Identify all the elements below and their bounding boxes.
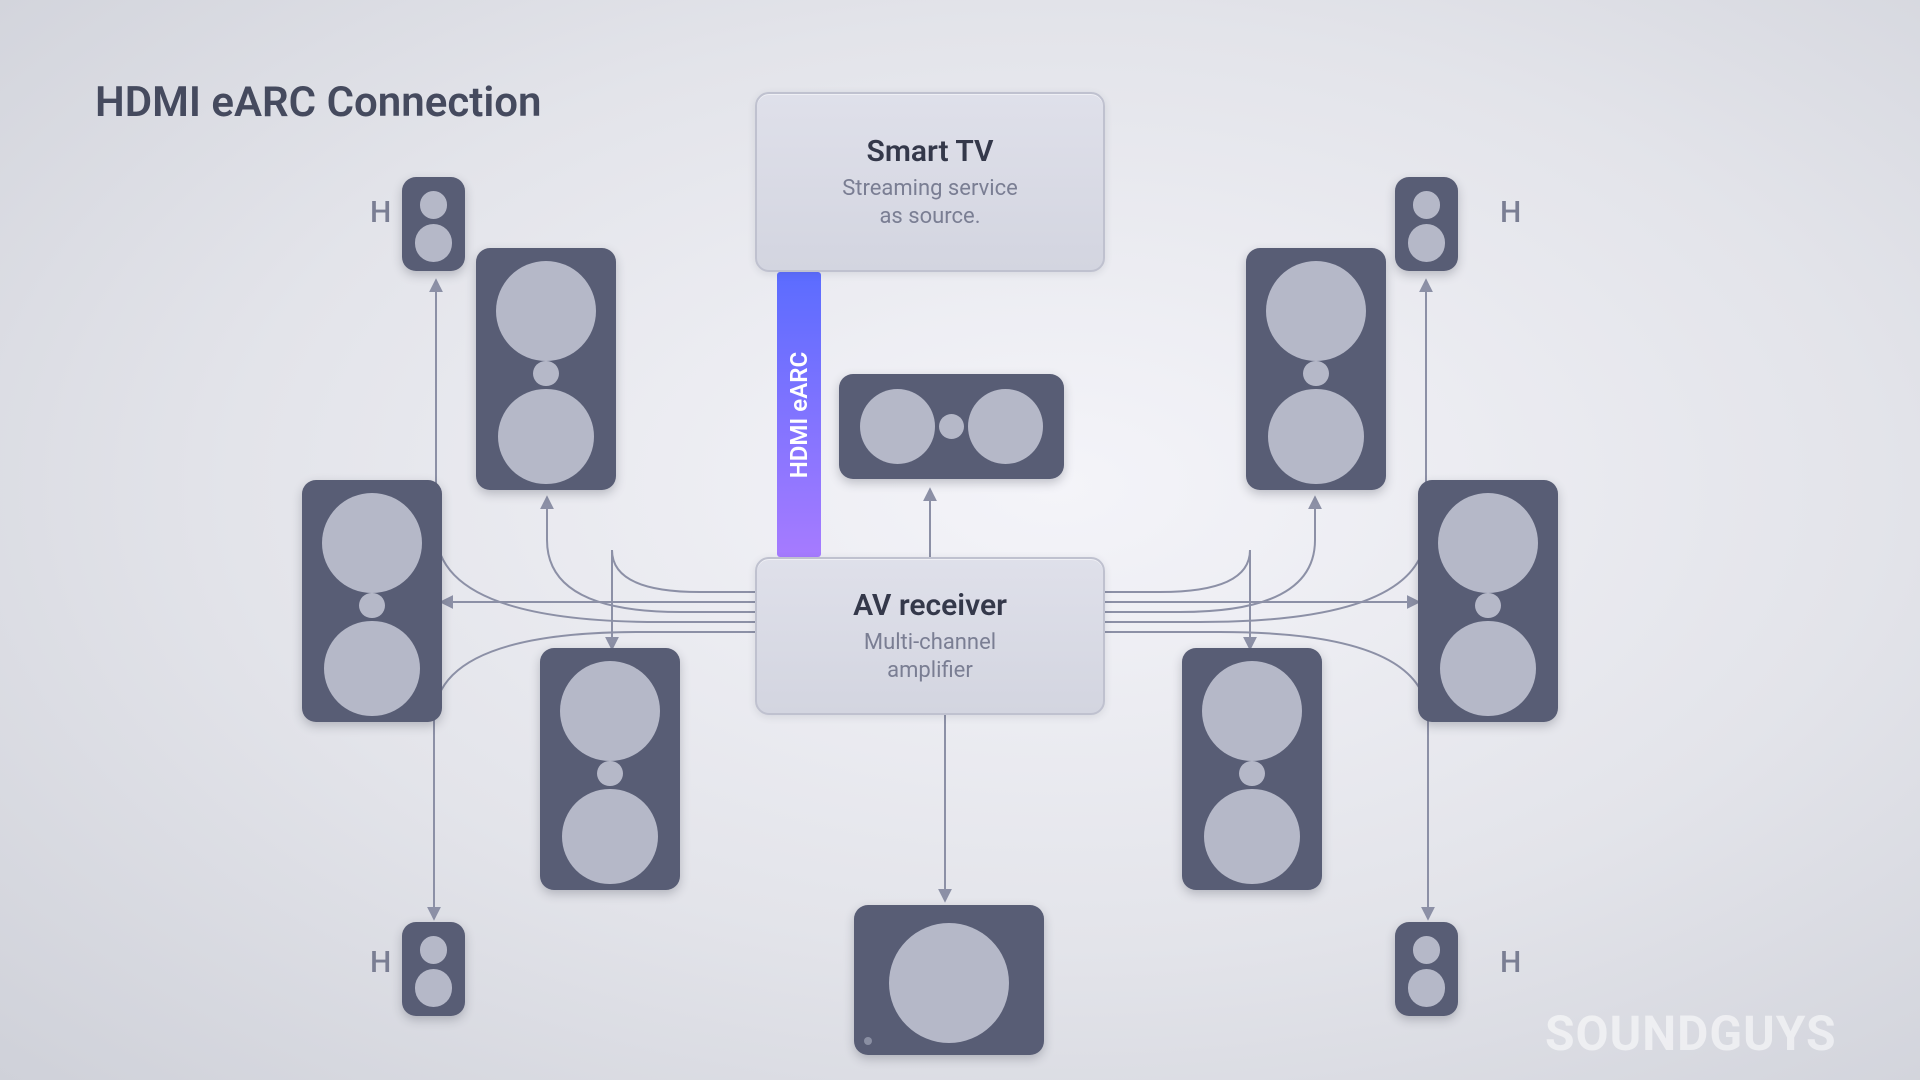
height-label: H: [1500, 945, 1521, 980]
height-label: H: [370, 945, 391, 980]
diagram-title: HDMI eARC Connection: [95, 78, 541, 127]
av-receiver-box: AV receiver Multi-channelamplifier: [755, 557, 1105, 715]
speaker-front-l: [476, 248, 616, 490]
speaker-height-br: [1395, 922, 1458, 1016]
height-label: H: [370, 195, 391, 230]
speaker-front-r: [1246, 248, 1386, 490]
speaker-rear-l: [540, 648, 680, 890]
speaker-side-r: [1418, 480, 1558, 722]
smart-tv-subtitle: Streaming serviceas source.: [842, 175, 1018, 230]
speaker-height-tr: [1395, 177, 1458, 271]
speaker-center: [839, 374, 1064, 479]
diagram-canvas: HDMI eARC Connection HDMI eARC Smart TV …: [0, 0, 1920, 1080]
speaker-sub: [854, 905, 1044, 1055]
speaker-side-l: [302, 480, 442, 722]
smart-tv-box: Smart TV Streaming serviceas source.: [755, 92, 1105, 272]
hdmi-earc-cable-label: HDMI eARC: [785, 351, 813, 477]
hdmi-earc-cable: HDMI eARC: [777, 272, 821, 557]
height-label: H: [1500, 195, 1521, 230]
speaker-rear-r: [1182, 648, 1322, 890]
speaker-height-tl: [402, 177, 465, 271]
speaker-height-bl: [402, 922, 465, 1016]
av-receiver-title: AV receiver: [853, 588, 1007, 623]
watermark: SOUNDGUYS: [1545, 1005, 1837, 1062]
av-receiver-subtitle: Multi-channelamplifier: [864, 629, 996, 684]
smart-tv-title: Smart TV: [867, 134, 994, 169]
